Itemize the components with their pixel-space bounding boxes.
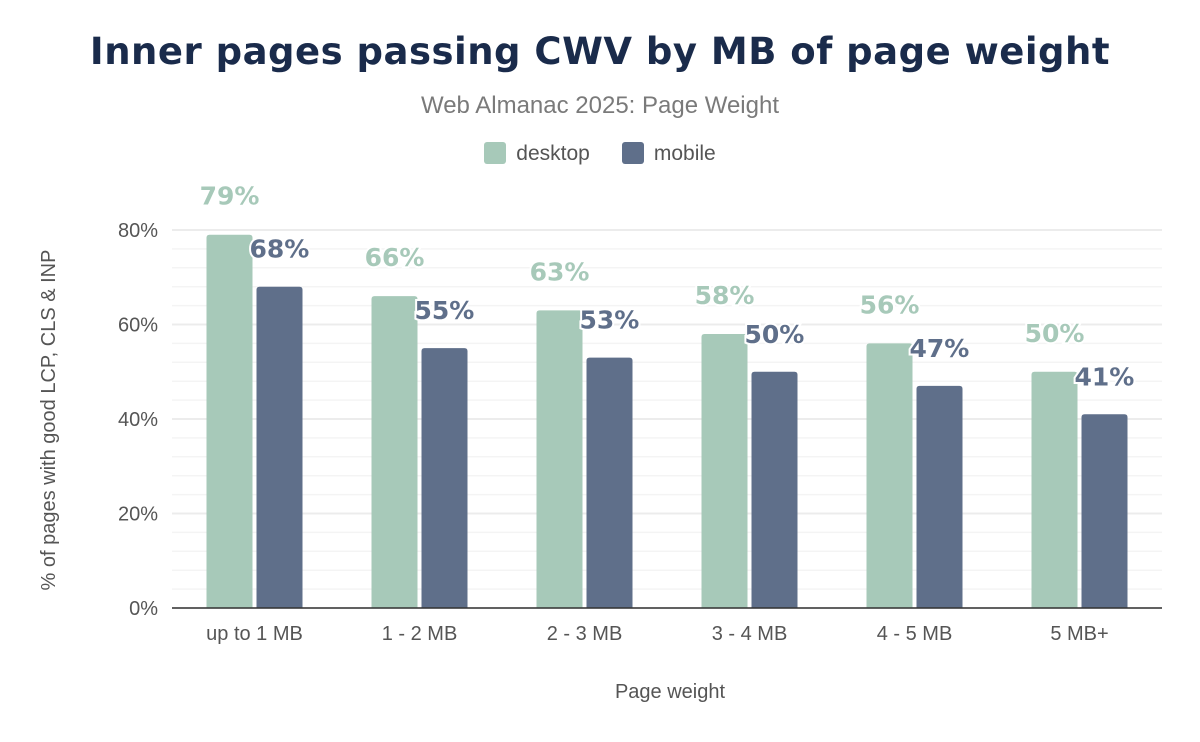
legend-item-mobile[interactable]: mobile [621,142,716,166]
x-tick-label: up to 1 MB [206,623,303,645]
data-label-mobile: 53% [580,306,640,335]
bar-mobile[interactable] [421,348,468,608]
legend-label-mobile: mobile [653,142,716,165]
legend-item-desktop[interactable]: desktop [484,142,590,166]
x-tick-label: 2 - 3 MB [547,623,623,645]
y-tick-label: 0% [129,598,158,620]
y-tick-label: 40% [118,409,158,431]
y-tick-label: 20% [118,504,158,526]
bar-desktop[interactable] [701,333,748,608]
data-label-desktop: 63% [530,257,590,286]
x-tick-label: 5 MB+ [1050,623,1108,645]
legend-swatch-desktop [484,142,507,164]
data-label-desktop: 66% [365,243,425,272]
y-tick-label: 60% [118,315,158,337]
bar-mobile[interactable] [916,385,963,608]
bar-mobile[interactable] [256,286,303,608]
bar-desktop[interactable] [206,234,253,608]
bar-desktop[interactable] [536,310,583,608]
y-tick-label: 80% [118,220,158,242]
data-label-desktop: 50% [1025,319,1085,348]
data-label-mobile: 47% [910,334,970,363]
data-label-mobile: 55% [415,296,475,325]
chart-title: Inner pages passing CWV by MB of page we… [89,30,1111,73]
bar-mobile[interactable] [1081,414,1128,608]
x-axis-title: Page weight [615,681,726,703]
data-label-desktop: 58% [695,281,755,310]
data-label-desktop: 56% [860,290,920,319]
data-label-mobile: 41% [1075,362,1135,391]
legend-label-desktop: desktop [516,142,590,165]
bar-mobile[interactable] [751,371,798,608]
bar-mobile[interactable] [586,357,633,608]
bar-desktop[interactable] [1031,371,1078,608]
bar-desktop[interactable] [866,343,913,608]
data-label-mobile: 68% [250,235,310,264]
bar-desktop[interactable] [371,296,418,608]
y-axis-title: % of pages with good LCP, CLS & INP [38,250,60,591]
data-label-mobile: 50% [745,320,805,349]
x-tick-label: 4 - 5 MB [877,623,953,645]
legend: desktop mobile [0,142,1200,166]
x-tick-label: 3 - 4 MB [712,623,788,645]
legend-swatch-mobile [621,142,644,164]
x-tick-label: 1 - 2 MB [382,623,458,645]
data-label-desktop: 79% [200,182,260,211]
chart-subtitle: Web Almanac 2025: Page Weight [420,92,779,119]
